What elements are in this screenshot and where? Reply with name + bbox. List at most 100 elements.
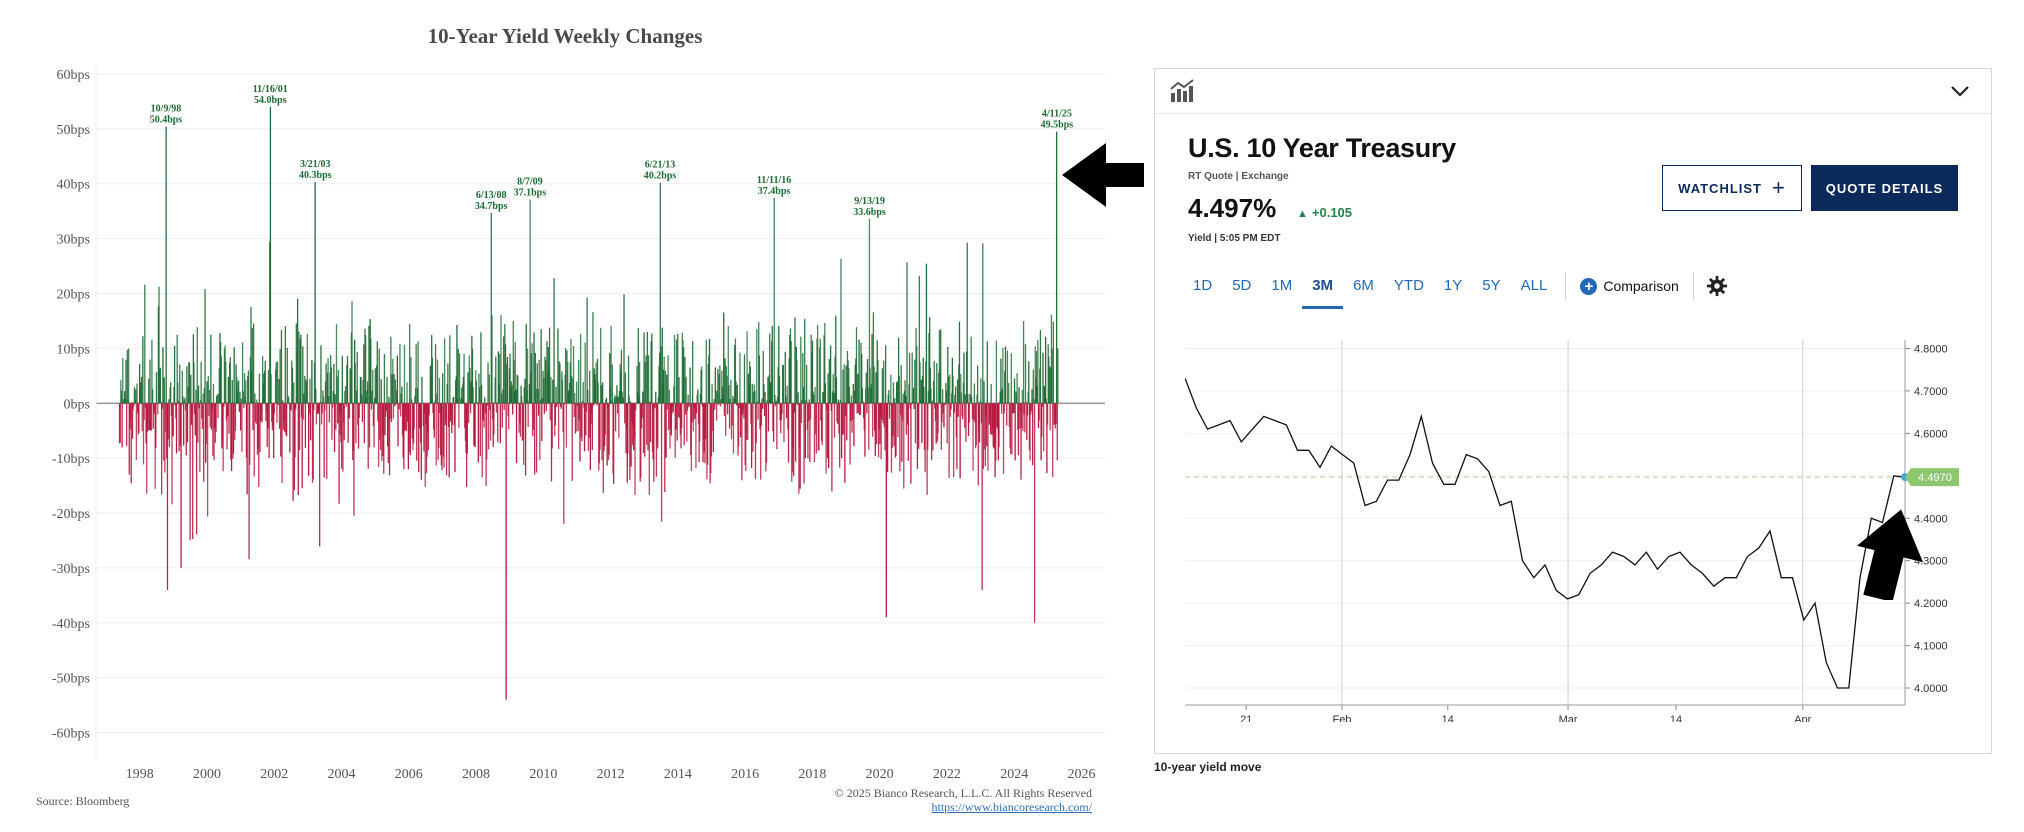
last-value-tag — [1905, 468, 1959, 487]
widget-caption: 10-year yield move — [1154, 760, 1262, 774]
annotation-value: 37.1bps — [514, 188, 547, 199]
up-triangle-icon: ▲ — [1297, 208, 1308, 220]
x-tick-label: 2000 — [193, 767, 221, 782]
annotation-date: 9/13/19 — [854, 196, 885, 207]
x-tick-label: 2012 — [597, 767, 625, 782]
x-tick-label: 21 — [1240, 714, 1252, 722]
x-tick-label: 2014 — [664, 767, 692, 782]
x-tick-label: 14 — [1670, 714, 1682, 722]
plus-icon: + — [1772, 175, 1786, 200]
annotation-value: 33.6bps — [853, 207, 886, 218]
y-tick-label: -50bps — [52, 672, 90, 687]
x-tick-label: 2018 — [798, 767, 826, 782]
plus-circle-icon: + — [1580, 277, 1598, 295]
arrow-left-icon — [1062, 143, 1144, 207]
annotation-date: 10/9/98 — [151, 104, 182, 115]
weekly-changes-plot: 60bps 50bps 40bps 30bps 20bps 10bps 0bps -10bps… — [52, 63, 1105, 782]
y-tick-label: 60bps — [57, 68, 90, 83]
x-tick-label: 2010 — [529, 767, 557, 782]
y-tick-label: 50bps — [57, 123, 90, 138]
chart-copyright-block: © 2025 Bianco Research, L.L.C. All Right… — [700, 786, 1092, 814]
x-tick-label: 2002 — [260, 767, 288, 782]
y-tick-label: 4.6000 — [1914, 428, 1948, 440]
last-value-label: 4.4970 — [1918, 472, 1952, 484]
tab-1d[interactable]: 1D — [1193, 277, 1213, 294]
watchlist-button[interactable]: WATCHLIST + — [1662, 165, 1802, 211]
tab-ytd[interactable]: YTD — [1393, 277, 1424, 294]
weekly-changes-chart: 10-Year Yield Weekly Changes 60bps 50bps 4… — [36, 24, 1105, 814]
x-tick-label: 1998 — [126, 767, 154, 782]
x-tick-label: 2020 — [866, 767, 894, 782]
copyright-text: © 2025 Bianco Research, L.L.C. All Right… — [834, 786, 1092, 800]
tab-5d[interactable]: 5D — [1232, 277, 1252, 294]
annotation-value: 40.3bps — [299, 170, 332, 181]
quote-details-button[interactable]: QUOTE DETAILS — [1811, 165, 1958, 211]
instrument-name: U.S. 10 Year Treasury — [1188, 133, 1456, 163]
widget-toolbar — [1155, 69, 1991, 114]
tab-3m[interactable]: 3M — [1302, 269, 1343, 309]
y-tick-label: 4.2000 — [1914, 598, 1948, 610]
y-tick-label: 4.4000 — [1914, 513, 1948, 525]
price-change: ▲ +0.105 — [1297, 205, 1352, 220]
x-tick-label: 2008 — [462, 767, 490, 782]
y-tick-label: 4.3000 — [1914, 556, 1948, 568]
bars-group — [118, 106, 1059, 700]
y-tick-label: 30bps — [57, 233, 90, 248]
annotation-value: 40.2bps — [644, 171, 677, 182]
watchlist-label: WATCHLIST — [1678, 180, 1762, 196]
y-tick-label: -10bps — [52, 452, 90, 467]
x-tick-label: 2006 — [395, 767, 423, 782]
annotation-date: 8/7/09 — [517, 177, 543, 188]
y-tick-label: 10bps — [57, 342, 90, 357]
chevron-down-icon[interactable] — [1949, 81, 1971, 101]
arrow-up-icon — [1857, 509, 1923, 600]
yield-line-chart: 4.80004.70004.60004.50004.40004.30004.20… — [1185, 340, 1959, 722]
annotation-date: 11/16/01 — [253, 84, 288, 95]
tab-6m[interactable]: 6M — [1353, 277, 1374, 294]
y-tick-label: 4.0000 — [1914, 683, 1948, 695]
x-tick-label: 2016 — [731, 767, 759, 782]
range-tabs: 1D 5D 1M 3M 6M YTD 1Y 5Y ALL + Compariso… — [1183, 269, 1728, 309]
tab-1y[interactable]: 1Y — [1443, 277, 1463, 294]
y-tick-label: -40bps — [52, 617, 90, 632]
tab-1m[interactable]: 1M — [1271, 277, 1293, 294]
y-tick-label: 20bps — [57, 288, 90, 303]
annotation-value: 49.5bps — [1041, 120, 1074, 131]
gear-icon[interactable] — [1706, 275, 1728, 297]
comparison-button[interactable]: + Comparison — [1574, 277, 1684, 295]
tab-all[interactable]: ALL — [1520, 277, 1548, 294]
source-link[interactable]: https://www.biancoresearch.com/ — [931, 800, 1092, 814]
annotation-value: 37.4bps — [758, 186, 791, 197]
x-tick-label: 2004 — [328, 767, 356, 782]
y-tick-label: 4.8000 — [1914, 343, 1948, 355]
annotation-date: 4/11/25 — [1042, 109, 1072, 120]
x-tick-label: Feb — [1332, 714, 1351, 722]
tab-5y[interactable]: 5Y — [1482, 277, 1501, 294]
x-tick-label: 2024 — [1000, 767, 1028, 782]
y-tick-label: 4.1000 — [1914, 641, 1948, 653]
x-tick-label: Mar — [1559, 714, 1578, 722]
tabs-divider — [1565, 272, 1567, 300]
annotation-value: 54.0bps — [254, 95, 287, 106]
price-value: 4.497% — [1188, 193, 1277, 223]
comparison-label: Comparison — [1603, 278, 1679, 294]
price-label: Yield | 5:05 PM EDT — [1188, 233, 1281, 244]
annotation-date: 11/11/16 — [757, 175, 791, 186]
x-tick-label: 14 — [1442, 714, 1454, 722]
y-tick-label: 40bps — [57, 178, 90, 193]
annotation-value: 34.7bps — [475, 201, 508, 212]
yield-series-line — [1185, 377, 1906, 689]
y-tick-label: -20bps — [52, 507, 90, 522]
chart-source: Source: Bloomberg — [36, 794, 130, 808]
annotation-date: 3/21/03 — [300, 159, 331, 170]
y-tick-label: -30bps — [52, 562, 90, 577]
y-tick-label: -60bps — [52, 727, 90, 742]
price-change-value: +0.105 — [1311, 205, 1353, 220]
chart-icon[interactable] — [1169, 79, 1195, 103]
x-tick-label: Apr — [1794, 714, 1811, 722]
annotation-value: 50.4bps — [150, 115, 183, 126]
x-tick-label: 2026 — [1067, 767, 1095, 782]
x-tick-label: 2022 — [933, 767, 961, 782]
quote-source: RT Quote | Exchange — [1188, 171, 1289, 182]
annotation-date: 6/21/13 — [645, 160, 676, 171]
